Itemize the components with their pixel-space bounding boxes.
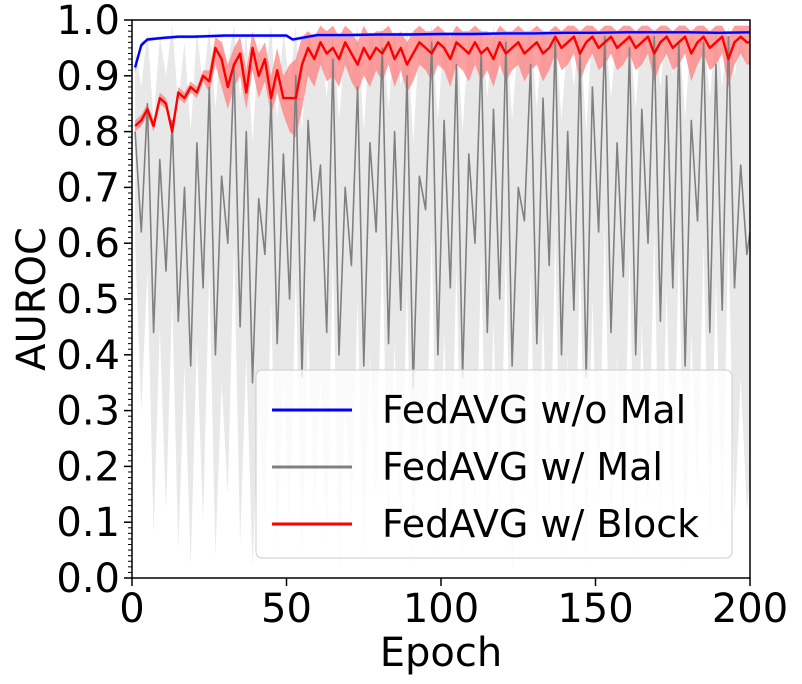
y-tick-label: 0.4: [56, 333, 120, 379]
line-fedavg-w-o-mal: [133, 31, 751, 68]
y-tick-label: 0.6: [56, 221, 120, 267]
x-tick-label: 150: [557, 586, 633, 632]
line-fedavg-w-mal: [134, 35, 751, 390]
y-tick-label: 0.1: [56, 500, 120, 546]
y-tick-label: 0.7: [56, 165, 120, 211]
y-axis-ticks: 0.0 0.1 0.2 0.3 0.4 0.5 0.6 0.7 0.8 0.9 1.0: [56, 0, 132, 602]
legend-label-fedavg-w-block: FedAVG w/ Block: [382, 502, 699, 546]
x-tick-label: 50: [261, 586, 312, 632]
y-tick-label: 0.5: [56, 277, 120, 323]
x-tick-label: 0: [119, 586, 144, 632]
line-fedavg-w-block: [134, 35, 750, 133]
x-axis-ticks: 0 50 100 150 200: [119, 578, 788, 632]
x-tick-label: 100: [403, 586, 479, 632]
y-axis-minor-ticks: [128, 25, 132, 573]
legend-label-fedavg-w-o-mal: FedAVG w/o Mal: [382, 388, 686, 432]
legend-box: [255, 369, 733, 559]
y-tick-label: 0.3: [56, 389, 120, 435]
legend-label-fedavg-w-mal: FedAVG w/ Mal: [382, 445, 663, 489]
x-axis-label: Epoch: [380, 630, 502, 676]
band-fedavg-w-block: [135, 25, 751, 138]
y-tick-label: 0.8: [56, 110, 120, 156]
y-tick-label: 0.9: [56, 54, 120, 100]
y-tick-label: 0.0: [56, 556, 120, 602]
y-axis-label: AUROC: [9, 227, 55, 371]
legend: FedAVG w/o Mal FedAVG w/ Mal FedAVG w/ Blo…: [255, 369, 733, 559]
x-tick-label: 200: [712, 586, 788, 632]
y-tick-label: 0.2: [56, 444, 120, 490]
y-tick-label: 1.0: [56, 0, 120, 44]
series-lines: [133, 31, 751, 390]
